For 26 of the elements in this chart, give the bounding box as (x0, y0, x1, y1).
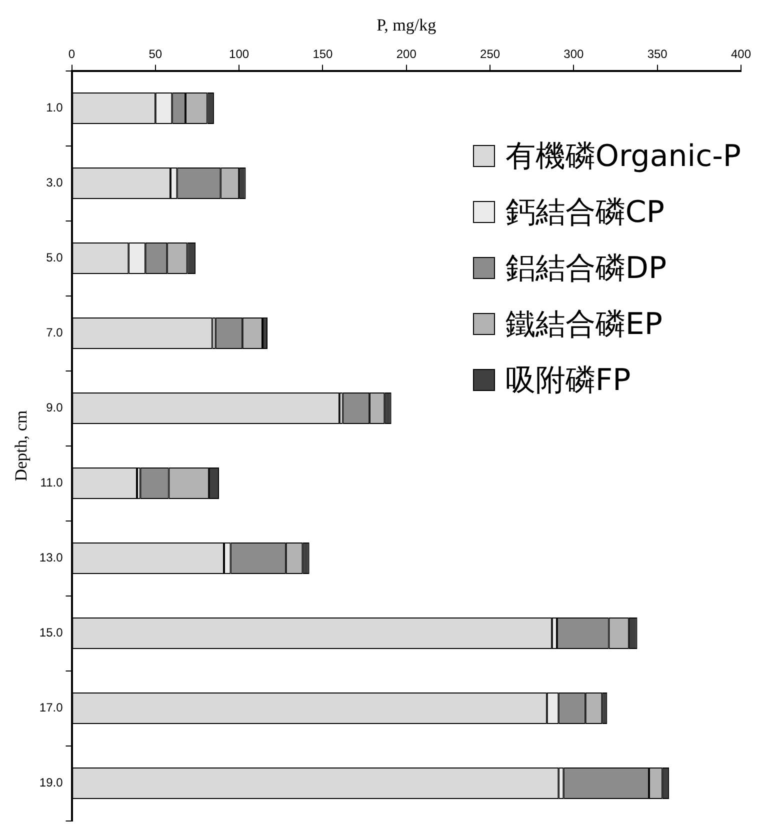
y-tick-label: 5.0 (46, 250, 64, 265)
y-tick-label: 17.0 (39, 700, 64, 715)
legend-label: 鋁結合磷DP (505, 250, 667, 288)
legend-label: 有機磷Organic-P (505, 138, 741, 176)
y-tick-label: 15.0 (39, 626, 64, 640)
y-tick-label: 19.0 (39, 776, 64, 790)
legend-label: 吸附磷FP (505, 362, 631, 400)
x-tick-label: 100 (229, 46, 250, 61)
x-tick-label: 150 (312, 46, 334, 61)
x-axis-title: P, mg/kg (376, 16, 437, 35)
y-tick-label: 3.0 (46, 176, 64, 190)
y-axis-title: Depth, cm (12, 410, 31, 482)
x-tick-label: 0 (68, 46, 76, 61)
y-tick-label: 13.0 (39, 550, 64, 565)
y-tick-label: 9.0 (46, 400, 64, 415)
x-tick-label: 400 (730, 46, 752, 61)
legend-label: 鈣結合磷CP (505, 194, 664, 232)
y-tick-label: 1.0 (46, 100, 64, 115)
legend-label: 鐵結合磷EP (505, 306, 662, 344)
x-tick-label: 50 (148, 46, 162, 61)
x-tick-label: 200 (396, 46, 417, 61)
x-tick-label: 300 (564, 46, 584, 61)
x-tick-label: 250 (480, 46, 500, 61)
x-tick-label: 350 (647, 46, 668, 61)
y-tick-label: 7.0 (46, 326, 64, 340)
y-tick-label: 11.0 (40, 476, 64, 490)
